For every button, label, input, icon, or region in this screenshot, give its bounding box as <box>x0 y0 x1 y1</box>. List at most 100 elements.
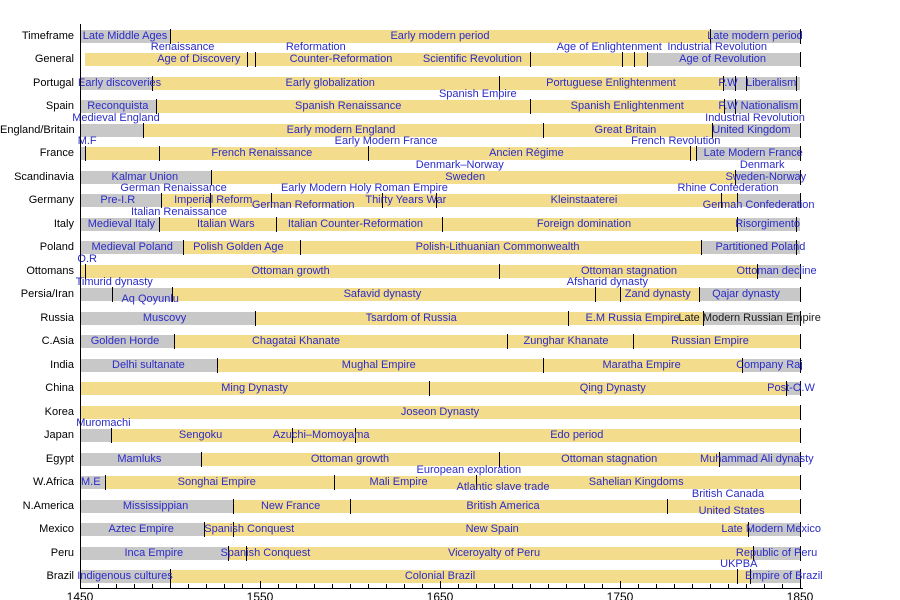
period-label-zand-dynasty[interactable]: Zand dynasty <box>624 288 691 300</box>
period-label-mali-empire[interactable]: Mali Empire <box>369 476 428 488</box>
period-label-early-discoveries[interactable]: Early discoveries <box>78 76 162 89</box>
period-label-denmark[interactable]: Denmark <box>739 158 785 171</box>
period-label-german-confederation[interactable]: German Confederation <box>702 199 815 211</box>
period-label-p-w[interactable]: P.W <box>718 100 738 112</box>
period-label-italian-counter-reformation[interactable]: Italian Counter-Reformation <box>287 217 423 230</box>
period-label-ottoman-growth[interactable]: Ottoman growth <box>310 452 390 465</box>
period-label-spanish-empire[interactable]: Spanish Empire <box>438 88 517 100</box>
period-label-rhine-confederation[interactable]: Rhine Confederation <box>677 182 779 194</box>
period-label-early-modern-holy-roman-empire[interactable]: Early Modern Holy Roman Empire <box>280 182 448 194</box>
period-label-ottoman-growth[interactable]: Ottoman growth <box>251 264 330 277</box>
period-label-viceroyalty-of-peru[interactable]: Viceroyalty of Peru <box>447 546 541 559</box>
period-label-indigenous-cultures[interactable]: Indigenous cultures <box>77 570 173 582</box>
period-label-joseon-dynasty[interactable]: Joseon Dynasty <box>400 405 480 418</box>
period-label-early-modern-france[interactable]: Early Modern France <box>334 135 438 147</box>
period-label-kleinstaaterei[interactable]: Kleinstaaterei <box>550 194 618 206</box>
period-label-sweden-norway[interactable]: Sweden-Norway <box>725 170 807 183</box>
period-label-early-modern-england[interactable]: Early modern England <box>286 123 396 136</box>
period-label-new-spain[interactable]: New Spain <box>465 523 519 535</box>
period-label-late-middle-ages[interactable]: Late Middle Ages <box>82 29 168 42</box>
period-label-atlantic-slave-trade[interactable]: Atlantic slave trade <box>456 481 550 493</box>
period-label-colonial-brazil[interactable]: Colonial Brazil <box>404 570 476 582</box>
period-label-partitioned-poland[interactable]: Partitioned Poland <box>715 241 806 253</box>
period-label-spanish-enlightenment[interactable]: Spanish Enlightenment <box>570 100 684 112</box>
period-label-german-renaissance[interactable]: German Renaissance <box>120 182 227 194</box>
period-label-qing-dynasty[interactable]: Qing Dynasty <box>579 382 646 394</box>
period-label-edo-period[interactable]: Edo period <box>550 429 604 441</box>
period-label-ottoman-stagnation[interactable]: Ottoman stagnation <box>580 264 678 277</box>
period-label-republic-of-peru[interactable]: Republic of Peru <box>735 546 818 559</box>
period-label-tsardom-of-russia[interactable]: Tsardom of Russia <box>365 311 457 324</box>
period-label-ancien-r-gime[interactable]: Ancien Régime <box>489 147 564 159</box>
period-label-counter-reformation[interactable]: Counter-Reformation <box>289 53 393 65</box>
period-label-late-modern-france[interactable]: Late Modern France <box>703 147 803 159</box>
period-label-thirty-years-war[interactable]: Thirty Years War <box>365 194 447 206</box>
period-label-medieval-poland[interactable]: Medieval Poland <box>91 241 173 253</box>
period-label-reformation[interactable]: Reformation <box>285 41 346 53</box>
period-label-late-modern-period[interactable]: Late modern period <box>707 29 803 42</box>
period-label-european-exploration[interactable]: European exploration <box>416 464 522 476</box>
period-label-ukpba[interactable]: UKPBA <box>720 558 758 570</box>
period-label-late-modern-mexico[interactable]: Late Modern Mexico <box>721 523 822 535</box>
period-label-golden-horde[interactable]: Golden Horde <box>90 335 160 347</box>
period-label-post-o-w[interactable]: Post-O.W <box>767 382 815 394</box>
period-label-muscovy[interactable]: Muscovy <box>142 311 187 324</box>
period-label-foreign-domination[interactable]: Foreign domination <box>536 217 632 230</box>
period-label-early-modern-period[interactable]: Early modern period <box>390 29 490 42</box>
period-label-delhi-sultanate[interactable]: Delhi sultanate <box>112 358 185 371</box>
period-label-industrial-revolution[interactable]: Industrial Revolution <box>705 111 805 124</box>
period-label-polish-lithuanian-commonwealth[interactable]: Polish-Lithuanian Commonwealth <box>415 241 580 253</box>
period-label-medieval-italy[interactable]: Medieval Italy <box>87 217 156 230</box>
period-label-nationalism[interactable]: Nationalism <box>740 100 799 112</box>
period-label-renaissance[interactable]: Renaissance <box>150 41 215 53</box>
period-label-italian-renaissance[interactable]: Italian Renaissance <box>130 205 228 218</box>
period-label-french-renaissance[interactable]: French Renaissance <box>211 147 313 159</box>
period-label-spanish-conquest[interactable]: Spanish Conquest <box>204 523 295 535</box>
period-label-industrial-revolution[interactable]: Industrial Revolution <box>667 41 768 53</box>
period-label-e-m-russia-empire[interactable]: E.M Russia Empire <box>585 311 680 324</box>
period-label-polish-golden-age[interactable]: Polish Golden Age <box>193 241 284 253</box>
period-label-united-states[interactable]: United States <box>698 504 765 517</box>
period-label-early-globalization[interactable]: Early globalization <box>285 76 375 89</box>
period-label-sengoku[interactable]: Sengoku <box>178 429 223 441</box>
period-label-songhai-empire[interactable]: Songhai Empire <box>177 476 256 488</box>
period-label-mamluks[interactable]: Mamluks <box>117 452 162 465</box>
period-label-liberalism[interactable]: Liberalism <box>746 76 797 89</box>
period-label-portuguese-enlightenment[interactable]: Portuguese Enlightenment <box>546 76 676 89</box>
period-label-mughal-empire[interactable]: Mughal Empire <box>341 358 416 371</box>
period-label-sahelian-kingdoms[interactable]: Sahelian Kingdoms <box>588 476 684 488</box>
period-label-british-canada[interactable]: British Canada <box>691 487 765 500</box>
period-label-pre-i-r[interactable]: Pre-I.R <box>100 194 136 206</box>
period-label-scientific-revolution[interactable]: Scientific Revolution <box>422 53 522 65</box>
period-label-age-of-revolution[interactable]: Age of Revolution <box>679 53 767 65</box>
period-label-french-revolution[interactable]: French Revolution <box>631 135 721 147</box>
period-label-inca-empire[interactable]: Inca Empire <box>124 546 184 559</box>
period-label-imperial-reform[interactable]: Imperial Reform <box>174 194 253 206</box>
period-label-company-raj[interactable]: Company Raj <box>736 358 803 371</box>
period-label-qajar-dynasty[interactable]: Qajar dynasty <box>712 288 780 300</box>
period-label-muhammad-ali-dynasty[interactable]: Muhammad Ali dynasty <box>699 452 814 465</box>
period-label-muromachi[interactable]: Muromachi <box>76 417 131 429</box>
period-label-ottoman-stagnation[interactable]: Ottoman stagnation <box>561 452 658 465</box>
period-label-zunghar-khanate[interactable]: Zunghar Khanate <box>523 335 609 347</box>
period-label-great-britain[interactable]: Great Britain <box>594 123 657 136</box>
period-label-age-of-enlightenment[interactable]: Age of Enlightenment <box>556 41 662 53</box>
period-label-ming-dynasty[interactable]: Ming Dynasty <box>221 382 288 394</box>
period-label-p-w[interactable]: P.W <box>718 76 738 89</box>
period-label-mississippian[interactable]: Mississippian <box>122 499 189 512</box>
period-label-m-f[interactable]: M.F <box>77 135 97 147</box>
period-label-new-france[interactable]: New France <box>260 499 321 512</box>
period-label-timurid-dynasty[interactable]: Timurid dynasty <box>75 276 153 288</box>
period-label-safavid-dynasty[interactable]: Safavid dynasty <box>343 288 422 300</box>
period-label-reconquista[interactable]: Reconquista <box>87 100 149 112</box>
period-label-empire-of-brazil[interactable]: Empire of Brazil <box>744 570 823 582</box>
period-label-british-america[interactable]: British America <box>466 499 540 512</box>
period-label-italian-wars[interactable]: Italian Wars <box>196 217 255 230</box>
period-label-sweden[interactable]: Sweden <box>445 170 486 183</box>
period-label-chagatai-khanate[interactable]: Chagatai Khanate <box>251 335 341 347</box>
period-label-spanish-conquest[interactable]: Spanish Conquest <box>220 546 311 559</box>
period-label-aztec-empire[interactable]: Aztec Empire <box>108 523 174 535</box>
period-label-denmark-norway[interactable]: Denmark–Norway <box>415 158 504 171</box>
period-label-kalmar-union[interactable]: Kalmar Union <box>111 170 179 183</box>
period-label-azuchi-momoyama[interactable]: Azuchi–Momoyama <box>272 429 370 441</box>
